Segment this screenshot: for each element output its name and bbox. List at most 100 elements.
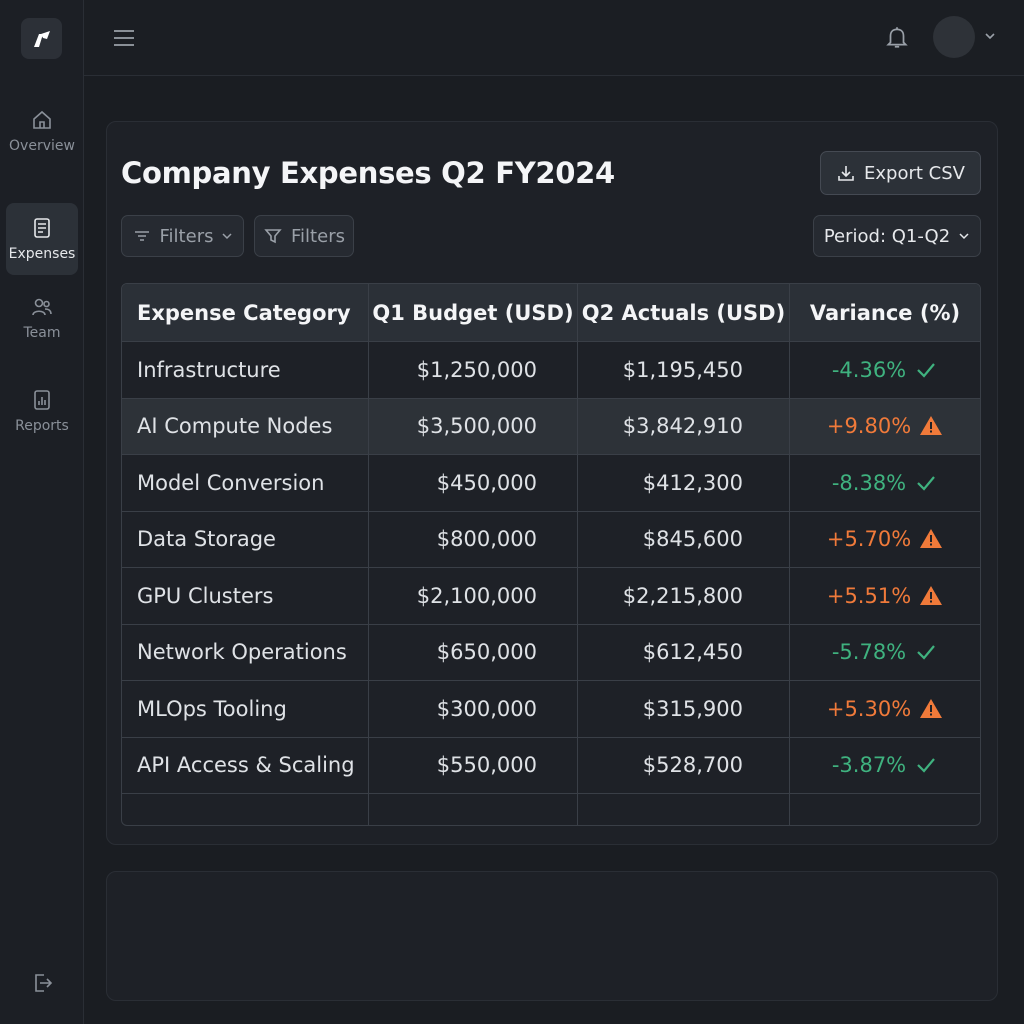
cell-variance: -4.36% bbox=[790, 342, 980, 398]
cell-variance: -8.38% bbox=[790, 455, 980, 511]
cell-variance: +5.51% bbox=[790, 568, 980, 624]
check-icon bbox=[917, 758, 935, 773]
cell-variance: -3.87% bbox=[790, 738, 980, 794]
cell-q2-actuals: $845,600 bbox=[578, 511, 790, 567]
variance-value: +5.70% bbox=[826, 527, 912, 552]
table-row[interactable]: Network Operations $650,000 $612,450 -5.78% bbox=[122, 624, 980, 681]
sidebar-item-expenses[interactable]: Expenses bbox=[6, 203, 78, 275]
header-q2-actuals[interactable]: Q2 Actuals (USD) bbox=[578, 284, 790, 341]
cell-q2-actuals: $528,700 bbox=[578, 737, 790, 793]
cell-q2-actuals: $3,842,910 bbox=[578, 398, 790, 454]
logout-icon[interactable] bbox=[30, 971, 54, 995]
users-icon bbox=[32, 298, 52, 316]
logo-icon bbox=[33, 30, 50, 47]
cell-q2-actuals: $612,450 bbox=[578, 624, 790, 680]
variance-value: +5.30% bbox=[826, 696, 912, 721]
warning-icon bbox=[920, 698, 943, 718]
cell-category: API Access & Scaling bbox=[122, 737, 369, 793]
table-row[interactable]: API Access & Scaling $550,000 $528,700 -3.8… bbox=[122, 737, 980, 794]
chevron-down-icon[interactable] bbox=[983, 29, 997, 43]
cell-q2-actuals: $412,300 bbox=[578, 455, 790, 511]
cell-q1-budget: $300,000 bbox=[369, 681, 578, 737]
avatar[interactable] bbox=[933, 16, 975, 58]
warning-icon bbox=[920, 529, 943, 549]
period-label: Period: Q1-Q2 bbox=[823, 225, 951, 247]
variance-value: +5.51% bbox=[826, 583, 912, 608]
filters-button[interactable]: Filters bbox=[254, 215, 354, 257]
sidebar-item-reports[interactable]: Reports bbox=[6, 375, 78, 447]
header-q1-budget[interactable]: Q1 Budget (USD) bbox=[369, 284, 578, 341]
cell-empty bbox=[122, 794, 369, 825]
table-row-empty bbox=[122, 794, 980, 825]
variance-value: +9.80% bbox=[826, 414, 912, 439]
variance-value: -5.78% bbox=[831, 640, 907, 665]
export-csv-label: Export CSV bbox=[864, 162, 965, 184]
check-icon bbox=[917, 363, 935, 378]
period-select[interactable]: Period: Q1-Q2 bbox=[813, 215, 981, 257]
hamburger-menu-icon[interactable] bbox=[112, 26, 136, 50]
table-row[interactable]: MLOps Tooling $300,000 $315,900 +5.30% bbox=[122, 681, 980, 738]
cell-q2-actuals: $1,195,450 bbox=[578, 342, 790, 398]
home-icon bbox=[33, 110, 51, 129]
cell-empty bbox=[578, 794, 790, 825]
check-icon bbox=[917, 476, 935, 491]
cell-q1-budget: $450,000 bbox=[369, 455, 578, 511]
cell-q1-budget: $2,100,000 bbox=[369, 568, 578, 624]
sidebar-item-label: Expenses bbox=[8, 246, 76, 262]
top-bar bbox=[84, 0, 1024, 76]
sidebar-item-overview[interactable]: Overview bbox=[6, 95, 78, 167]
cell-category: GPU Clusters bbox=[122, 568, 369, 624]
cell-category: Infrastructure bbox=[122, 342, 369, 398]
table-row[interactable]: GPU Clusters $2,100,000 $2,215,800 +5.51% bbox=[122, 568, 980, 625]
cell-variance: -5.78% bbox=[790, 625, 980, 681]
cell-q2-actuals: $315,900 bbox=[578, 681, 790, 737]
sidebar-item-label: Team bbox=[23, 325, 61, 341]
header-variance[interactable]: Variance (%) bbox=[809, 300, 961, 325]
expenses-card: Company Expenses Q2 FY2024 Export CSV Fi… bbox=[106, 121, 998, 845]
chevron-down-icon bbox=[222, 233, 233, 240]
sidebar-item-team[interactable]: Team bbox=[6, 282, 78, 354]
cell-category: AI Compute Nodes bbox=[122, 398, 369, 454]
warning-icon bbox=[920, 585, 943, 605]
table-row[interactable]: Infrastructure $1,250,000 $1,195,450 -4.36% bbox=[122, 342, 980, 399]
bell-icon[interactable] bbox=[884, 24, 910, 50]
sidebar-item-label: Overview bbox=[9, 138, 75, 154]
cell-empty bbox=[790, 794, 980, 825]
download-icon bbox=[838, 166, 854, 181]
secondary-card bbox=[106, 871, 998, 1001]
filters-dropdown-button[interactable]: Filters bbox=[121, 215, 244, 257]
cell-category: Network Operations bbox=[122, 624, 369, 680]
table-row[interactable]: Model Conversion $450,000 $412,300 -8.38% bbox=[122, 455, 980, 512]
header-category[interactable]: Expense Category bbox=[122, 284, 369, 341]
ledger-icon bbox=[34, 218, 50, 238]
check-icon bbox=[917, 645, 935, 660]
app-logo[interactable] bbox=[21, 18, 62, 59]
table-row[interactable]: AI Compute Nodes $3,500,000 $3,842,910 +9.8… bbox=[122, 398, 980, 455]
funnel-icon bbox=[264, 229, 282, 244]
cell-category: MLOps Tooling bbox=[122, 681, 369, 737]
filters-label: Filters bbox=[291, 225, 345, 247]
cell-category: Data Storage bbox=[122, 511, 369, 567]
sidebar: Overview Expenses Team Reports bbox=[0, 0, 84, 1024]
filters-label: Filters bbox=[159, 225, 214, 247]
filter-lines-icon bbox=[134, 231, 149, 241]
cell-category: Model Conversion bbox=[122, 455, 369, 511]
page-title: Company Expenses Q2 FY2024 bbox=[121, 156, 615, 190]
cell-q1-budget: $800,000 bbox=[369, 511, 578, 567]
table-row[interactable]: Data Storage $800,000 $845,600 +5.70% bbox=[122, 511, 980, 568]
sidebar-item-label: Reports bbox=[15, 418, 69, 434]
cell-empty bbox=[369, 794, 578, 825]
expenses-table: Expense Category Q1 Budget (USD) Q2 Actu… bbox=[121, 283, 981, 826]
chart-icon bbox=[34, 390, 50, 410]
cell-q1-budget: $650,000 bbox=[369, 624, 578, 680]
export-csv-button[interactable]: Export CSV bbox=[820, 151, 981, 195]
variance-value: -4.36% bbox=[831, 357, 907, 382]
warning-icon bbox=[920, 416, 943, 436]
variance-value: -8.38% bbox=[831, 470, 907, 495]
table-header-row: Expense Category Q1 Budget (USD) Q2 Actu… bbox=[122, 284, 980, 342]
cell-variance: +9.80% bbox=[790, 399, 980, 455]
chevron-down-icon bbox=[959, 233, 969, 240]
cell-variance: +5.70% bbox=[790, 512, 980, 568]
variance-value: -3.87% bbox=[831, 753, 907, 778]
cell-q1-budget: $3,500,000 bbox=[369, 398, 578, 454]
